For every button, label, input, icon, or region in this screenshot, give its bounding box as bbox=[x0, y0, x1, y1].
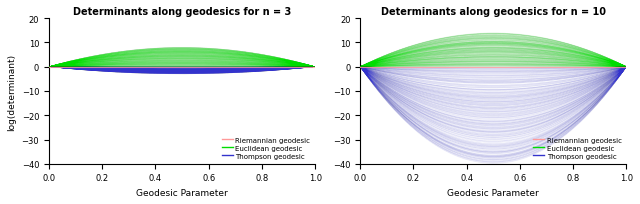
Title: Determinants along geodesics for n = 3: Determinants along geodesics for n = 3 bbox=[73, 7, 291, 17]
X-axis label: Geodesic Parameter: Geodesic Parameter bbox=[447, 188, 540, 197]
Title: Determinants along geodesics for n = 10: Determinants along geodesics for n = 10 bbox=[381, 7, 606, 17]
Legend: Riemannian geodesic, Euclidean geodesic, Thompson geodesic: Riemannian geodesic, Euclidean geodesic,… bbox=[532, 136, 623, 161]
X-axis label: Geodesic Parameter: Geodesic Parameter bbox=[136, 188, 228, 197]
Y-axis label: log(determinant): log(determinant) bbox=[7, 53, 16, 130]
Legend: Riemannian geodesic, Euclidean geodesic, Thompson geodesic: Riemannian geodesic, Euclidean geodesic,… bbox=[221, 136, 312, 161]
